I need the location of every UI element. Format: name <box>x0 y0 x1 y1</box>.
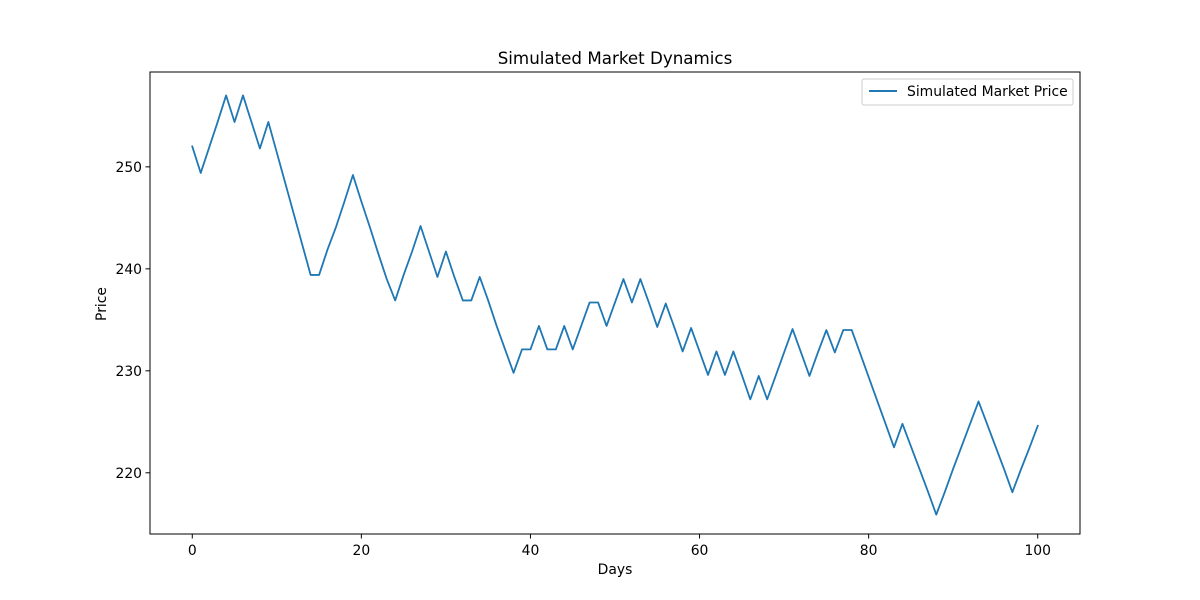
x-tick-label: 0 <box>188 543 197 559</box>
x-tick-label: 40 <box>522 543 540 559</box>
plot-area: 0 20 40 60 80 100 220 230 240 250 <box>115 71 1081 559</box>
series-line-0 <box>191 94 1039 516</box>
plot-frame <box>149 71 1081 535</box>
x-tick-label: 20 <box>353 543 371 559</box>
x-axis-label: Days <box>598 562 633 578</box>
chart-title: Simulated Market Dynamics <box>498 48 733 68</box>
x-tick-label: 100 <box>1024 543 1051 559</box>
legend-box <box>861 78 1074 106</box>
legend: Simulated Market Price <box>861 78 1074 106</box>
y-tick-label: 230 <box>115 364 142 380</box>
y-tick-label: 240 <box>115 262 142 278</box>
x-tick-label: 60 <box>691 543 709 559</box>
y-tick-label: 220 <box>115 466 142 482</box>
x-tick-label: 80 <box>860 543 878 559</box>
y-tick-label: 250 <box>115 160 142 176</box>
y-axis-label: Price <box>94 287 110 321</box>
legend-label: Simulated Market Price <box>907 84 1068 100</box>
